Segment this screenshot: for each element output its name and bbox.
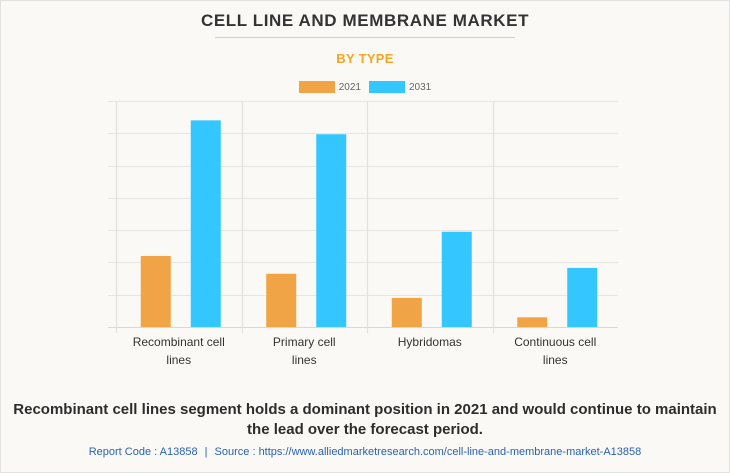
legend-swatch-2031: [369, 81, 405, 93]
x-tick-label: Recombinant cell: [133, 335, 225, 349]
bar-2031: [567, 267, 598, 327]
x-tick-label: Hybridomas: [398, 335, 462, 349]
legend-label-2021: 2021: [338, 81, 361, 93]
legend: 2021 2031: [0, 81, 730, 93]
x-tick-label: Primary cell: [273, 335, 336, 349]
bar-chart: Recombinant cell lines Primary cell lines Hy…: [108, 101, 618, 367]
bar-2031: [316, 134, 347, 327]
x-tick-label: Continuous cell: [514, 335, 596, 349]
x-tick-label: lines: [166, 353, 191, 367]
legend-label-2031: 2031: [409, 81, 432, 93]
report-code: Report Code : A13858: [88, 446, 198, 458]
x-tick-label: lines: [543, 353, 568, 367]
legend-item-2021[interactable]: 2021: [298, 81, 361, 93]
bar-2021: [391, 297, 422, 327]
legend-item-2031[interactable]: 2031: [369, 81, 431, 93]
bar-2021: [266, 273, 297, 327]
footer-separator: |: [204, 446, 208, 458]
bar-2031: [441, 231, 472, 327]
x-tick-label: lines: [292, 353, 317, 367]
footer: Report Code : A13858 | Source : https://…: [0, 446, 730, 458]
bar-2021: [140, 255, 171, 327]
chart-caption: Recombinant cell lines segment holds a d…: [13, 401, 717, 438]
bar-2021: [517, 317, 548, 327]
title-divider: [215, 37, 515, 38]
chart-title: CELL LINE AND MEMBRANE MARKET: [200, 11, 530, 30]
legend-swatch-2021: [298, 81, 335, 93]
source-link[interactable]: Source : https://www.alliedmarketresearc…: [214, 446, 642, 458]
bar-2031: [190, 120, 221, 327]
chart-subtitle: BY TYPE: [336, 51, 394, 66]
